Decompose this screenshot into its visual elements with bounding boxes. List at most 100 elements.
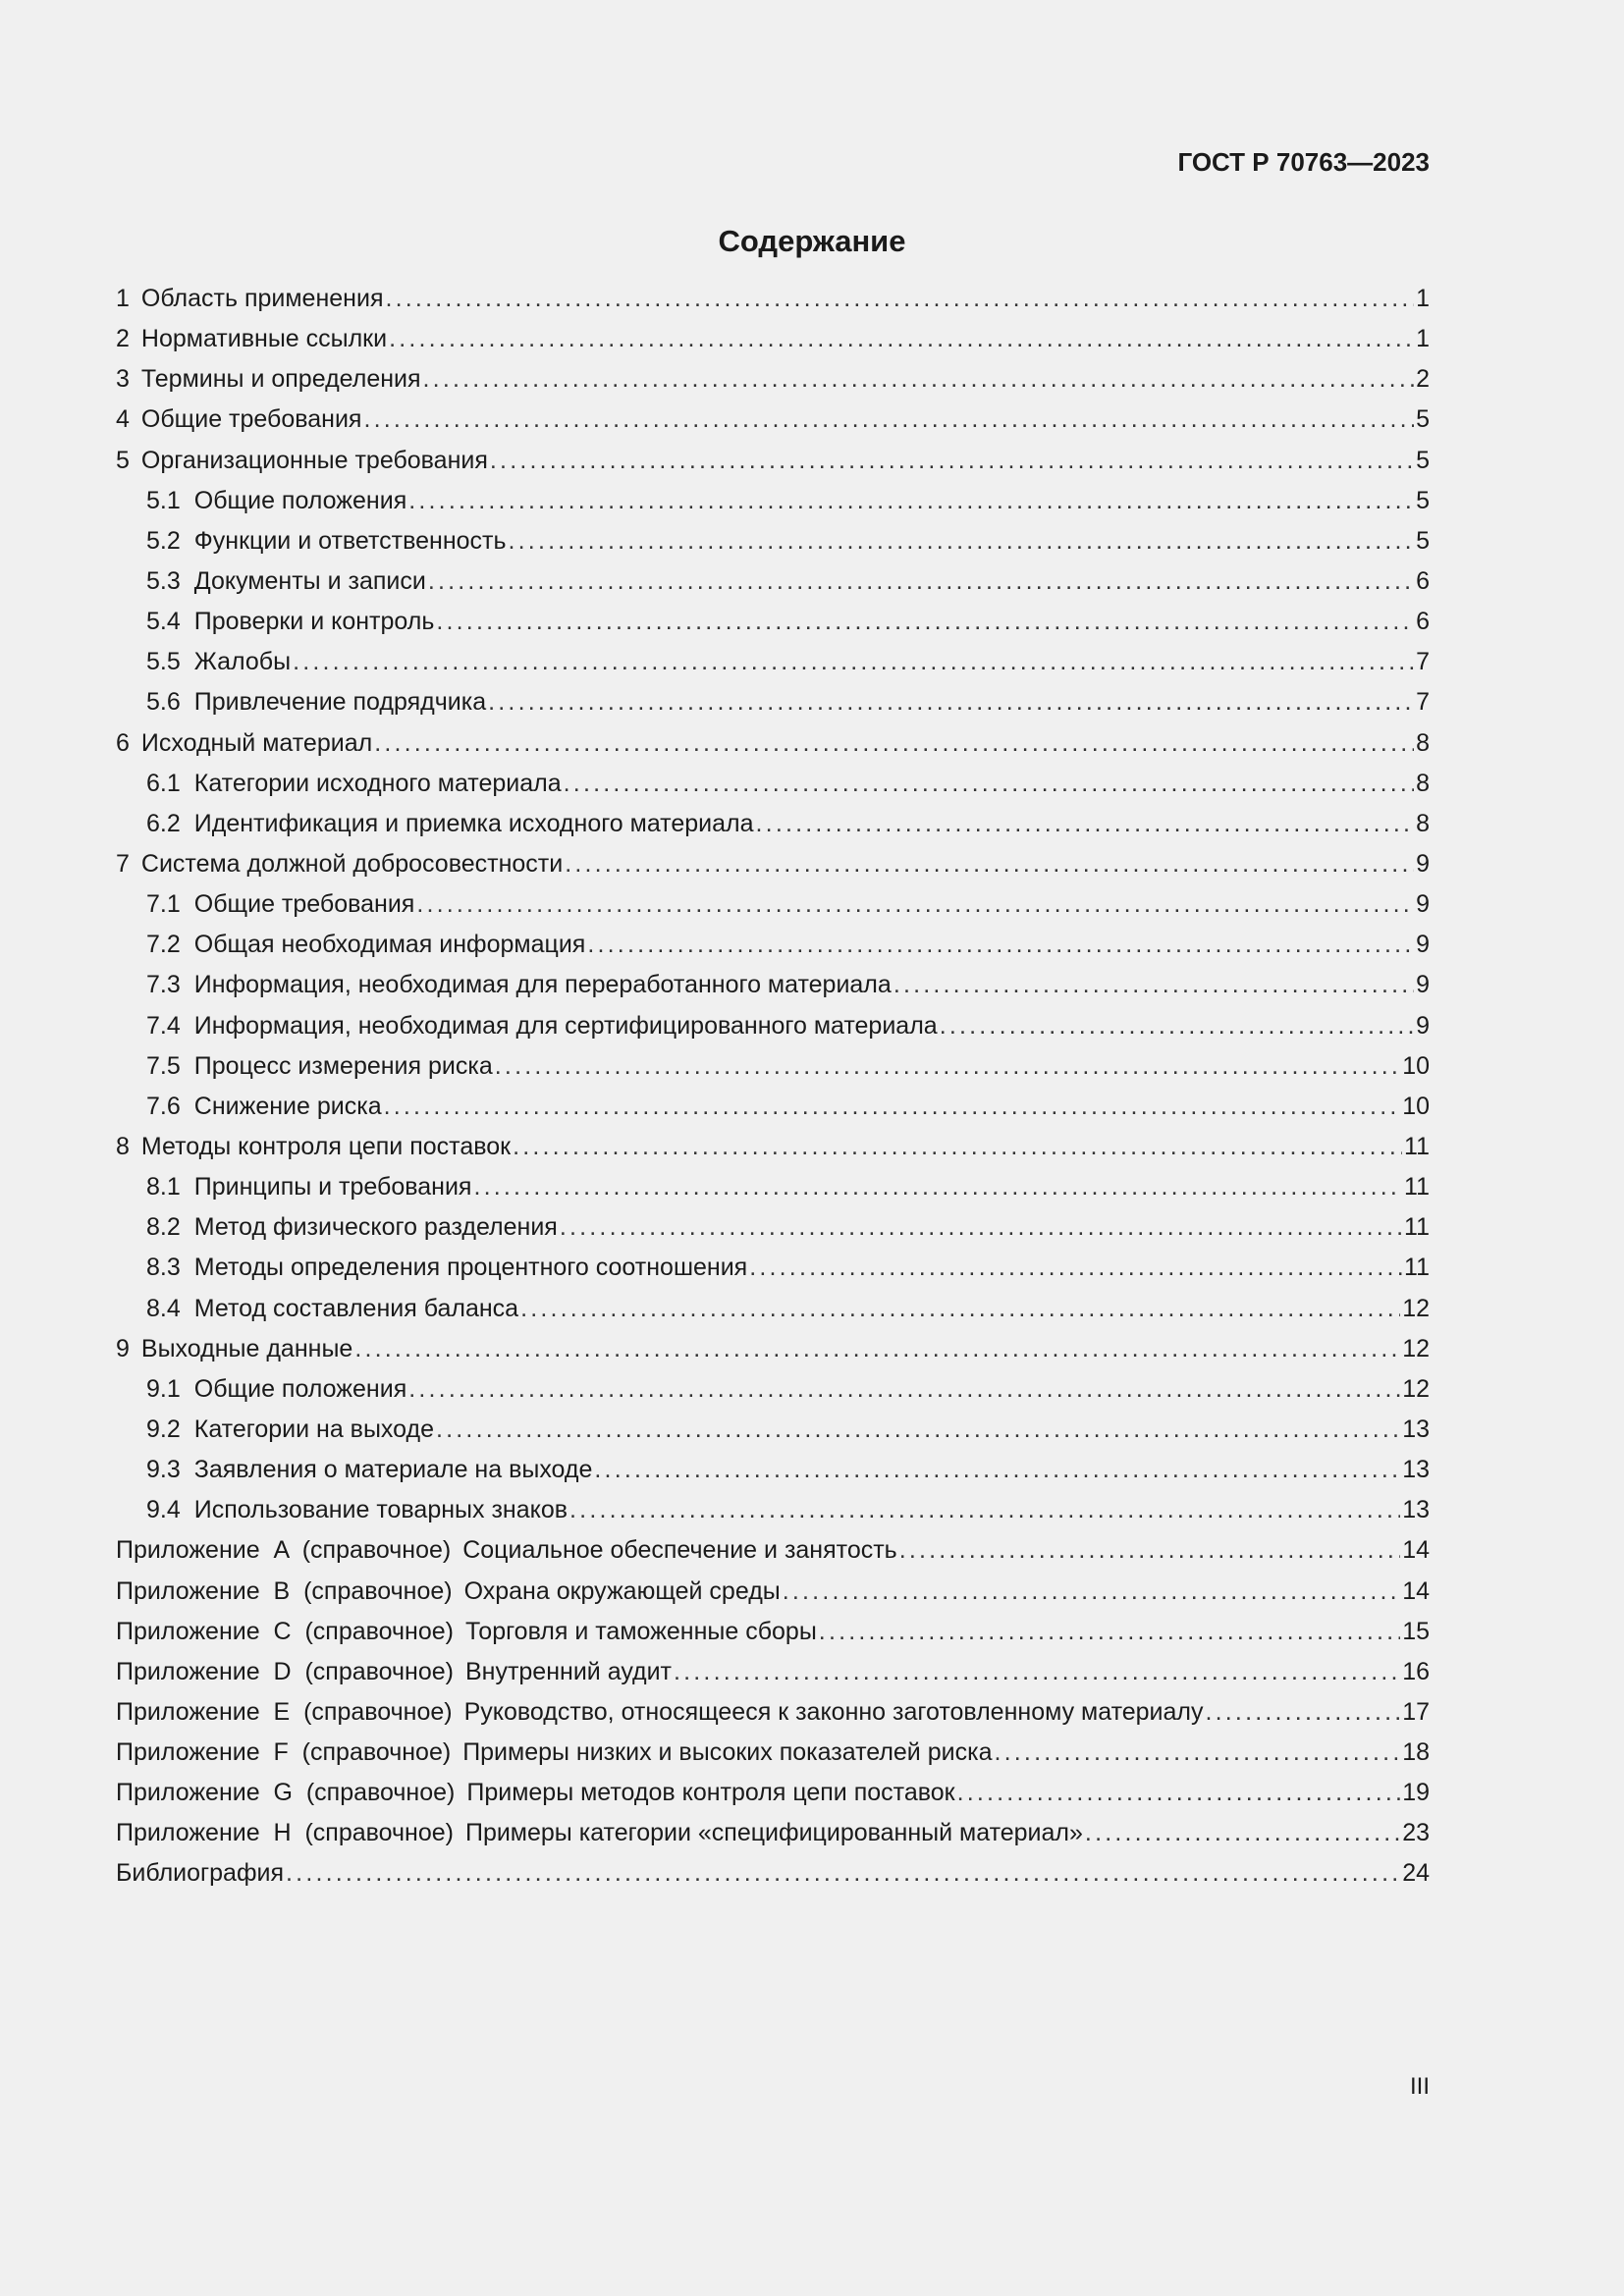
toc-entry-page: 8	[1416, 728, 1430, 757]
toc-entry-title: Информация, необходимая для сертифициров…	[193, 1011, 938, 1040]
toc-entry-number: 9.4	[146, 1496, 181, 1524]
toc-entry-title: Методы определения процентного соотношен…	[193, 1254, 748, 1282]
toc-entry-page: 1	[1416, 285, 1430, 312]
toc-entry[interactable]: 5.3 Документы и записи...................…	[116, 567, 1430, 608]
toc-entry[interactable]: Приложение G (справочное) Примеры методов…	[116, 1779, 1430, 1819]
toc-entry[interactable]: 4 Общие требования.......................…	[116, 405, 1430, 446]
toc-entry-number: 5.2	[146, 526, 181, 555]
toc-entry-number: 6.1	[146, 769, 181, 797]
toc-entry-title: Жалобы	[193, 648, 292, 676]
toc-entry[interactable]: 9.2 Категории на выходе..................…	[116, 1415, 1430, 1456]
toc-entry-page: 14	[1402, 1576, 1430, 1605]
toc-entry[interactable]: 8.1 Принципы и требования................…	[116, 1173, 1430, 1213]
toc-entry[interactable]: 9.4 Использование товарных знаков........…	[116, 1496, 1430, 1536]
toc-entry[interactable]: 8.3 Методы определения процентного соотно…	[116, 1254, 1430, 1294]
toc-entry-number: 7.4	[146, 1011, 181, 1040]
toc-entry-page: 11	[1404, 1213, 1430, 1242]
dot-leader: ........................................…	[1084, 1819, 1400, 1847]
toc-entry-page: 5	[1416, 446, 1430, 474]
toc-entry-page: 7	[1416, 648, 1430, 676]
toc-entry-page: 12	[1402, 1294, 1430, 1322]
dot-leader: ........................................…	[494, 1051, 1401, 1080]
toc-entry[interactable]: Приложение D (справочное) Внутренний ауди…	[116, 1658, 1430, 1698]
toc-entry-page: 10	[1402, 1051, 1430, 1080]
dot-leader: ........................................…	[755, 809, 1415, 837]
toc-entry[interactable]: 6.2 Идентификация и приемка исходного мат…	[116, 810, 1430, 850]
toc-entry-page: 15	[1402, 1617, 1430, 1645]
toc-entry[interactable]: 7.2 Общая необходимая информация.........…	[116, 931, 1430, 971]
dot-leader: ........................................…	[293, 648, 1414, 676]
toc-entry-page: 19	[1402, 1779, 1430, 1807]
dot-leader: ........................................…	[374, 728, 1414, 757]
toc-entry[interactable]: Приложение H (справочное) Примеры категор…	[116, 1819, 1430, 1859]
toc-entry[interactable]: 5.1 Общие положения......................…	[116, 487, 1430, 527]
toc-entry-page: 13	[1402, 1496, 1430, 1524]
toc-entry-page: 9	[1416, 971, 1430, 999]
toc-entry-title: Методы контроля цепи поставок	[140, 1132, 512, 1160]
toc-entry[interactable]: 6 Исходный материал......................…	[116, 729, 1430, 770]
dot-leader: ........................................…	[488, 688, 1415, 717]
toc-entry-title: Функции и ответственность	[193, 526, 507, 555]
toc-entry-number: 5.3	[146, 566, 181, 595]
toc-entry[interactable]: Приложение A (справочное) Социальное обес…	[116, 1536, 1430, 1576]
toc-entry-page: 23	[1402, 1819, 1430, 1847]
toc-entry[interactable]: 2 Нормативные ссылки.....................…	[116, 325, 1430, 365]
toc-entry[interactable]: 5.6 Привлечение подрядчика...............…	[116, 688, 1430, 728]
toc-entry[interactable]: 7.1 Общие требования.....................…	[116, 890, 1430, 931]
dot-leader: ........................................…	[286, 1859, 1401, 1888]
toc-entry[interactable]: 3 Термины и определения..................…	[116, 365, 1430, 405]
toc-entry[interactable]: 1 Область применения.....................…	[116, 285, 1430, 325]
toc-entry-number: 8	[116, 1132, 130, 1160]
toc-entry[interactable]: Приложение F (справочное) Примеры низких …	[116, 1738, 1430, 1779]
dot-leader: ........................................…	[898, 1536, 1400, 1565]
toc-entry-title: Общие требования	[140, 405, 362, 434]
dot-leader: ........................................…	[939, 1011, 1415, 1040]
toc-entry[interactable]: Библиография............................…	[116, 1859, 1430, 1899]
toc-entry-title: Общие положения	[193, 1374, 407, 1403]
toc-entry-page: 12	[1402, 1374, 1430, 1403]
toc-entry[interactable]: Приложение B (справочное) Охрана окружающ…	[116, 1577, 1430, 1618]
dot-leader: ........................................…	[436, 608, 1415, 636]
dot-leader: ........................................…	[489, 446, 1415, 474]
dot-leader: ........................................…	[427, 566, 1415, 595]
toc-entry[interactable]: 8.2 Метод физического разделения.........…	[116, 1213, 1430, 1254]
toc-entry[interactable]: 7.3 Информация, необходимая для переработ…	[116, 971, 1430, 1011]
toc-entry[interactable]: Приложение E (справочное) Руководство, от…	[116, 1698, 1430, 1738]
toc-entry-number: Приложение B (справочное)	[116, 1576, 453, 1605]
toc-entry-title: Примеры низких и высоких показателей рис…	[462, 1738, 993, 1767]
toc-entry[interactable]: 5.5 Жалобы...............................…	[116, 648, 1430, 688]
toc-entry[interactable]: 9 Выходные данные........................…	[116, 1335, 1430, 1375]
toc-entry[interactable]: 7.4 Информация, необходимая для сертифици…	[116, 1012, 1430, 1052]
page-number: III	[1409, 2073, 1430, 2100]
toc-entry[interactable]: Приложение C (справочное) Торговля и тамо…	[116, 1618, 1430, 1658]
toc-entry[interactable]: 7.5 Процесс измерения риска..............…	[116, 1052, 1430, 1093]
toc-entry[interactable]: 8.4 Метод составления баланса............…	[116, 1295, 1430, 1335]
toc-entry[interactable]: 9.3 Заявления о материале на выходе......…	[116, 1456, 1430, 1496]
toc-entry[interactable]: 7.6 Снижение риска.......................…	[116, 1093, 1430, 1133]
toc-entry-title: Охрана окружающей среды	[463, 1576, 781, 1605]
dot-leader: ........................................…	[563, 769, 1414, 797]
toc-entry[interactable]: 5.4 Проверки и контроль..................…	[116, 608, 1430, 648]
dot-leader: ........................................…	[520, 1294, 1400, 1322]
dot-leader: ........................................…	[508, 526, 1415, 555]
toc-entry-number: 8.2	[146, 1213, 181, 1242]
toc-entry[interactable]: 8 Методы контроля цепи поставок..........…	[116, 1133, 1430, 1173]
toc-entry-page: 12	[1402, 1334, 1430, 1362]
page-title: Содержание	[718, 224, 906, 258]
toc-entry[interactable]: 7 Система должной добросовестности.......…	[116, 850, 1430, 890]
dot-leader: ........................................…	[473, 1173, 1403, 1201]
toc-entry[interactable]: 6.1 Категории исходного материала........…	[116, 770, 1430, 810]
toc-entry[interactable]: 9.1 Общие положения......................…	[116, 1375, 1430, 1415]
dot-leader: ........................................…	[389, 325, 1415, 353]
toc-entry-page: 18	[1402, 1738, 1430, 1767]
toc-entry-number: 9.2	[146, 1415, 181, 1443]
dot-leader: ........................................…	[893, 971, 1414, 999]
toc-entry[interactable]: 5.2 Функции и ответственность............…	[116, 527, 1430, 567]
toc-entry-title: Внутренний аудит	[464, 1657, 672, 1685]
toc-entry-page: 5	[1416, 405, 1430, 434]
toc-entry-page: 11	[1404, 1254, 1430, 1282]
toc-entry-title: Система должной добросовестности	[140, 849, 564, 878]
toc-entry-number: 7	[116, 849, 130, 878]
toc-entry-page: 5	[1416, 486, 1430, 514]
toc-entry[interactable]: 5 Организационные требования.............…	[116, 447, 1430, 487]
